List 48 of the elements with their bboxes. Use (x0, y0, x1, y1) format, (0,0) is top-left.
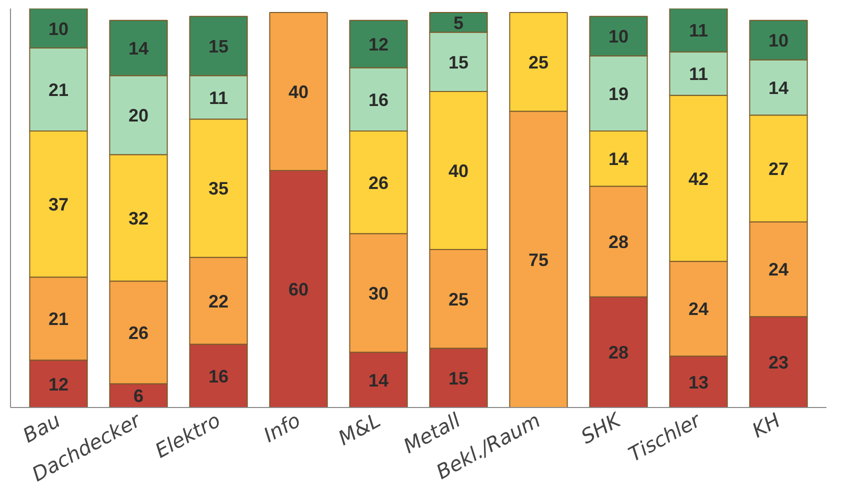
x-tick-label: KH (748, 408, 784, 443)
data-label: 75 (528, 250, 549, 270)
data-label: 15 (208, 36, 229, 57)
data-label: 12 (48, 374, 69, 394)
data-label: 24 (688, 299, 709, 320)
x-tick-label: M&L (334, 408, 384, 450)
data-label: 26 (128, 322, 149, 343)
data-label: 15 (448, 52, 469, 72)
data-label: 6 (133, 386, 144, 406)
data-label: 14 (368, 370, 389, 390)
data-label: 26 (368, 172, 389, 193)
data-label: 30 (368, 283, 389, 304)
x-tick-label: SHK (576, 407, 626, 449)
data-label: 42 (688, 168, 709, 189)
data-label: 15 (448, 368, 469, 388)
data-label: 16 (368, 90, 389, 110)
data-label: 12 (368, 34, 389, 55)
data-label: 19 (608, 84, 629, 104)
data-label: 37 (48, 194, 69, 215)
data-label: 5 (453, 12, 464, 33)
data-label: 14 (608, 149, 629, 170)
data-label: 14 (128, 38, 149, 59)
data-label: 10 (608, 26, 629, 47)
data-label: 60 (288, 279, 309, 300)
data-label: 11 (688, 20, 708, 41)
data-label: 13 (688, 372, 709, 392)
data-label: 40 (448, 160, 469, 181)
data-label: 24 (768, 260, 789, 280)
data-label: 22 (208, 291, 229, 312)
data-label: 10 (768, 30, 789, 51)
data-label: 28 (608, 342, 629, 363)
data-label: 21 (48, 309, 69, 330)
data-label: 27 (768, 158, 789, 179)
data-label: 21 (48, 80, 69, 100)
data-label: 32 (128, 208, 149, 228)
data-label: 25 (528, 52, 549, 72)
data-label: 16 (208, 366, 229, 386)
data-label: 11 (688, 64, 708, 84)
data-label: 14 (768, 78, 789, 98)
data-label: 35 (208, 178, 229, 199)
x-tick-label: Info (260, 408, 304, 448)
data-label: 25 (448, 289, 469, 310)
data-label: 28 (608, 232, 629, 252)
data-label: 20 (128, 106, 149, 126)
data-label: 40 (288, 82, 309, 102)
data-label: 11 (208, 88, 228, 108)
data-label: 23 (768, 352, 789, 373)
data-label: 10 (48, 18, 69, 39)
